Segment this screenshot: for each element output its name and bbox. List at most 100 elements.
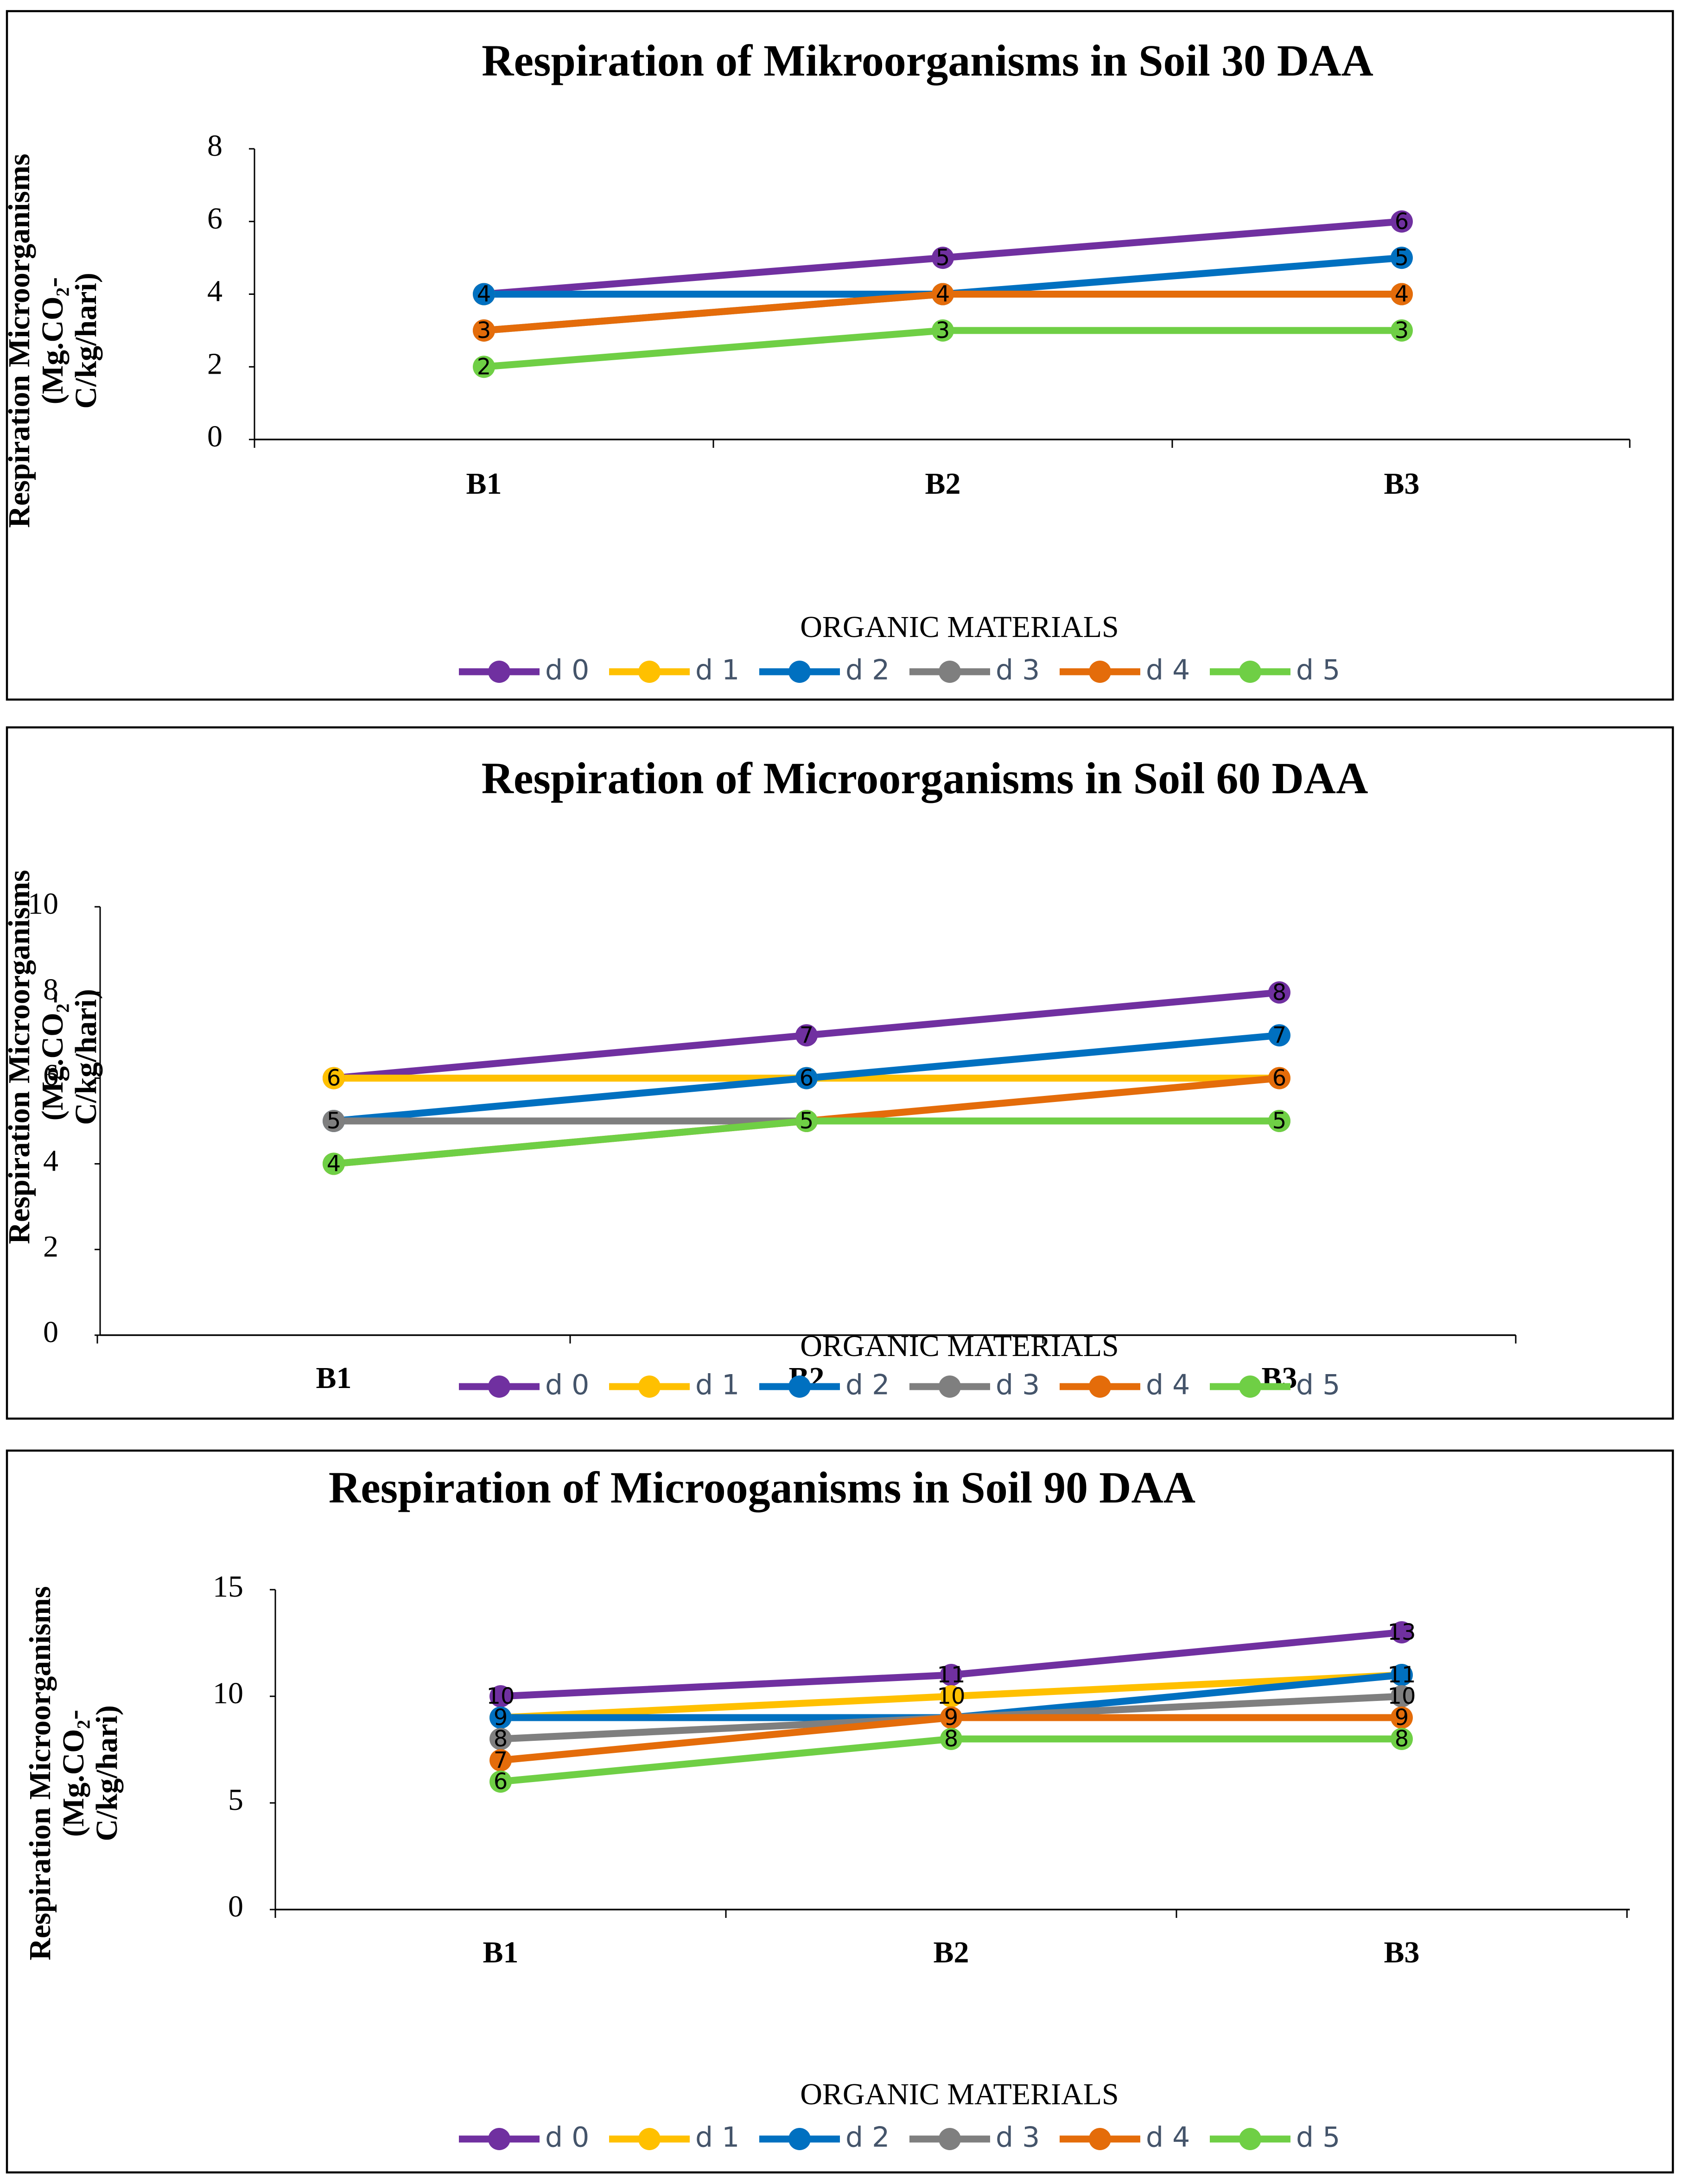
y-tick-label: 10 bbox=[28, 887, 58, 921]
legend-marker bbox=[638, 2128, 661, 2151]
legend-label: d 5 bbox=[1296, 654, 1340, 687]
y-axis-label: Respiration Microorganisms(Mg.CO₂-C/kg/h… bbox=[2, 870, 103, 1244]
data-label: 5 bbox=[1272, 1108, 1287, 1134]
legend-label: d 3 bbox=[996, 2121, 1040, 2154]
legend-marker bbox=[488, 1375, 510, 1398]
y-tick-label: 6 bbox=[43, 1058, 58, 1092]
y-axis-label-line: Respiration Microorganisms bbox=[2, 870, 36, 1244]
legend-marker bbox=[1089, 661, 1111, 683]
data-point bbox=[323, 1152, 345, 1175]
data-point bbox=[489, 1770, 512, 1793]
legend-marker bbox=[939, 2128, 961, 2151]
legend-marker bbox=[788, 2128, 811, 2151]
x-axis-label: ORGANIC MATERIALS bbox=[800, 2077, 1119, 2111]
x-tick-label: B2 bbox=[925, 467, 960, 501]
data-label: 2 bbox=[477, 354, 491, 380]
legend-label: d 0 bbox=[545, 654, 589, 687]
data-point bbox=[489, 1749, 512, 1772]
data-point bbox=[1391, 247, 1413, 269]
data-point bbox=[1391, 283, 1413, 306]
y-axis-label-line: (Mg.CO₂- bbox=[57, 1710, 90, 1837]
chart-title: Respiration of Microorganisms in Soil 60… bbox=[482, 753, 1368, 803]
data-point bbox=[489, 1728, 512, 1751]
x-tick-label: B3 bbox=[1384, 1936, 1419, 1969]
data-point bbox=[932, 283, 954, 306]
legend-label: d 0 bbox=[545, 1369, 589, 1401]
data-label: 11 bbox=[1387, 1662, 1416, 1688]
data-point bbox=[489, 1685, 512, 1708]
y-tick-label: 6 bbox=[207, 202, 222, 236]
y-tick-label: 10 bbox=[213, 1676, 243, 1710]
panel-border bbox=[6, 10, 1674, 701]
data-label: 4 bbox=[477, 281, 491, 307]
data-point bbox=[1268, 1024, 1290, 1047]
legend-marker bbox=[488, 661, 510, 683]
data-point bbox=[323, 1067, 345, 1089]
y-axis-label: Respiration Microorganisms(Mg.CO₂-C/kg/h… bbox=[23, 1586, 124, 1960]
data-point bbox=[1391, 1621, 1413, 1644]
legend-marker bbox=[638, 661, 661, 683]
data-label: 6 bbox=[1272, 1065, 1287, 1091]
y-tick-label: 2 bbox=[207, 347, 222, 381]
legend-marker bbox=[788, 661, 811, 683]
data-label: 3 bbox=[936, 318, 950, 344]
data-label: 9 bbox=[944, 1705, 959, 1731]
data-label: 6 bbox=[494, 1769, 508, 1795]
data-point bbox=[795, 1110, 818, 1133]
data-label: 4 bbox=[936, 281, 950, 307]
legend-label: d 5 bbox=[1296, 1369, 1340, 1401]
data-label: 6 bbox=[800, 1065, 814, 1091]
data-point bbox=[795, 1024, 818, 1047]
legend-marker bbox=[1239, 1375, 1261, 1398]
data-label: 4 bbox=[1395, 281, 1409, 307]
data-label: 10 bbox=[486, 1683, 515, 1709]
data-label: 5 bbox=[327, 1108, 341, 1134]
data-point bbox=[1391, 319, 1413, 342]
y-tick-label: 4 bbox=[43, 1144, 58, 1178]
data-point bbox=[940, 1728, 962, 1751]
data-label: 8 bbox=[494, 1726, 508, 1752]
data-label: 4 bbox=[327, 1151, 341, 1177]
data-label: 8 bbox=[944, 1726, 959, 1752]
legend-marker bbox=[1239, 661, 1261, 683]
data-label: 8 bbox=[1395, 1726, 1409, 1752]
data-label: 7 bbox=[494, 1747, 508, 1773]
x-axis-label: ORGANIC MATERIALS bbox=[800, 1329, 1119, 1363]
chart-title: Respiration of Microoganisms in Soil 90 … bbox=[329, 1463, 1195, 1512]
data-label: 5 bbox=[936, 245, 950, 271]
data-label: 7 bbox=[800, 1022, 814, 1048]
legend-marker bbox=[788, 1375, 811, 1398]
legend-label: d 2 bbox=[845, 1369, 890, 1401]
data-point bbox=[1391, 1706, 1413, 1729]
y-tick-label: 15 bbox=[213, 1570, 243, 1604]
y-axis-label-line: (Mg.CO₂- bbox=[36, 277, 70, 405]
y-tick-label: 5 bbox=[228, 1783, 243, 1817]
data-label: 3 bbox=[477, 318, 491, 344]
data-point bbox=[932, 319, 954, 342]
data-label: 3 bbox=[1395, 318, 1409, 344]
data-point bbox=[1391, 1728, 1413, 1751]
legend-label: d 1 bbox=[695, 654, 739, 687]
y-axis-label-line: C/kg/hari) bbox=[90, 1705, 124, 1841]
data-point bbox=[1391, 210, 1413, 233]
data-point bbox=[1268, 1110, 1290, 1133]
legend-marker bbox=[1089, 2128, 1111, 2151]
legend-label: d 4 bbox=[1146, 1369, 1190, 1401]
legend-label: d 4 bbox=[1146, 2121, 1190, 2154]
data-label: 9 bbox=[1395, 1705, 1409, 1731]
y-tick-label: 0 bbox=[43, 1315, 58, 1349]
data-point bbox=[795, 1067, 818, 1089]
x-axis-label: ORGANIC MATERIALS bbox=[800, 610, 1119, 644]
legend-label: d 3 bbox=[996, 654, 1040, 687]
y-axis-label-line: C/kg/hari) bbox=[69, 273, 103, 408]
data-point bbox=[1391, 1685, 1413, 1708]
y-axis-label-line: (Mg.CO₂- bbox=[36, 993, 70, 1121]
data-point bbox=[323, 1110, 345, 1133]
data-point bbox=[1391, 1664, 1413, 1687]
data-point bbox=[940, 1664, 962, 1687]
data-label: 13 bbox=[1387, 1619, 1416, 1645]
data-label: 10 bbox=[1387, 1683, 1416, 1709]
